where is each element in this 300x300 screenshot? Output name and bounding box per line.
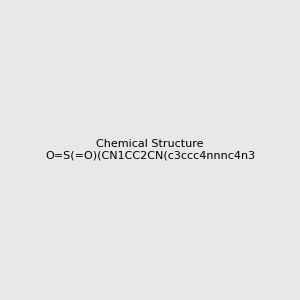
Text: Chemical Structure
O=S(=O)(CN1CC2CN(c3ccc4nnnc4n3: Chemical Structure O=S(=O)(CN1CC2CN(c3cc… — [45, 139, 255, 161]
